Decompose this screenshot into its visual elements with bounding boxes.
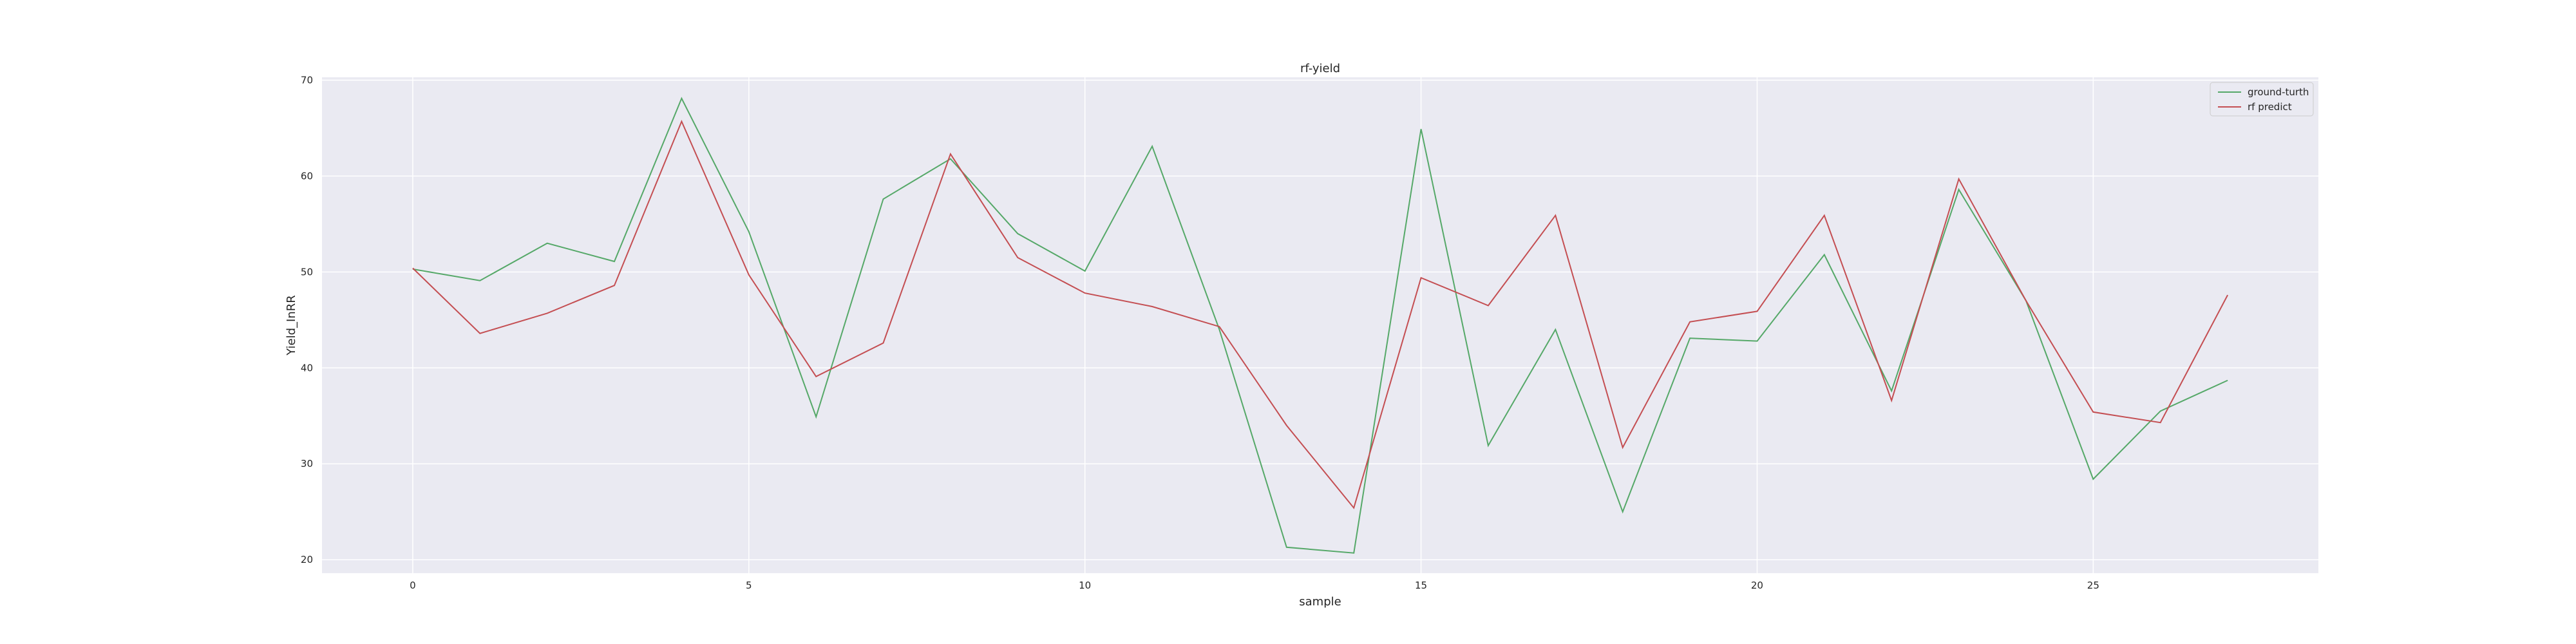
legend: ground-turth rf predict (2210, 82, 2314, 117)
x-tick-label: 15 (1415, 580, 1427, 591)
chart-title: rf-yield (1300, 62, 1340, 75)
x-tick-label: 25 (2087, 580, 2099, 591)
legend-label-ground-turth: ground-turth (2248, 86, 2309, 98)
y-tick-label: 40 (301, 362, 313, 374)
y-axis-title: Yield_InRR (285, 295, 298, 356)
tick-labels: 0 5 10 15 20 25 20 30 40 50 60 70 (301, 74, 2099, 591)
y-tick-label: 50 (301, 266, 313, 278)
x-tick-label: 10 (1079, 580, 1091, 591)
x-tick-label: 0 (410, 580, 416, 591)
series-line-rf-predict (412, 119, 2228, 509)
y-tick-label: 30 (301, 458, 313, 469)
legend-label-rf-predict: rf predict (2248, 101, 2292, 113)
y-tick-label: 70 (301, 74, 313, 86)
x-tick-label: 5 (746, 580, 752, 591)
grid-lines (322, 77, 2318, 573)
y-tick-label: 60 (301, 170, 313, 182)
x-axis-title: sample (1299, 595, 1341, 609)
plot-background (322, 77, 2318, 573)
series-lines (412, 97, 2228, 554)
x-tick-label: 20 (1751, 580, 1763, 591)
y-tick-label: 20 (301, 554, 313, 565)
